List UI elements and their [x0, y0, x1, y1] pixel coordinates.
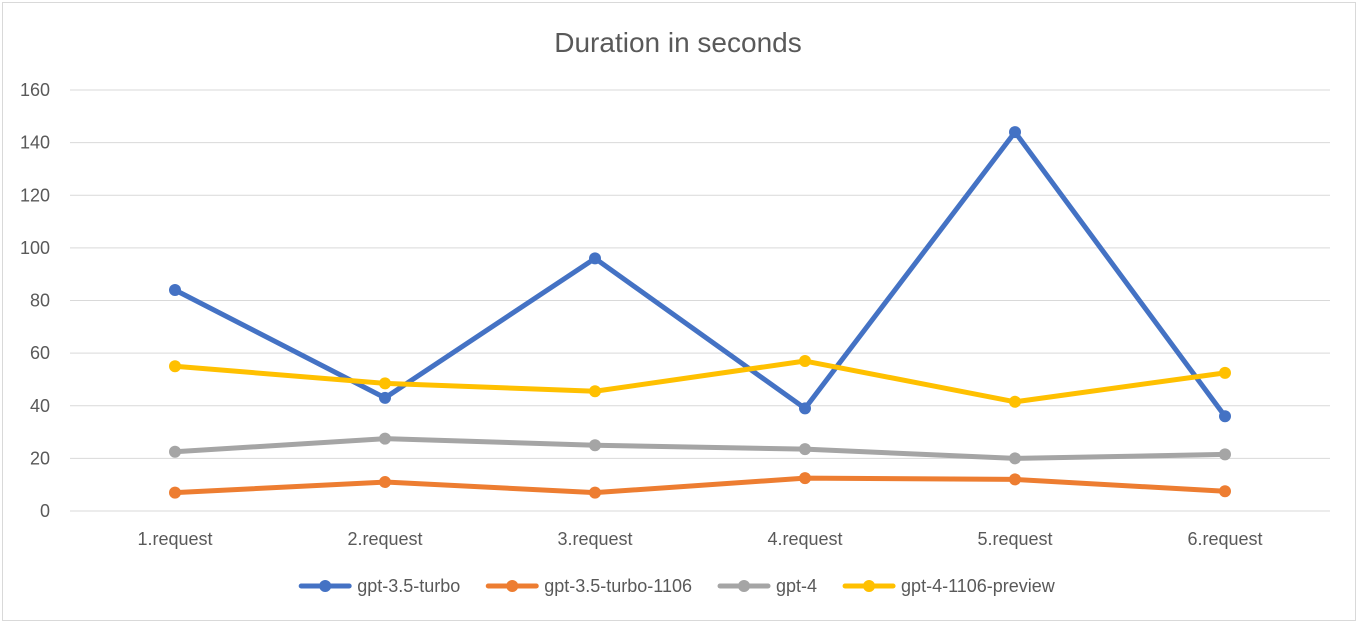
- data-point: [169, 283, 181, 296]
- series-1: [169, 472, 1231, 499]
- data-point: [799, 355, 811, 368]
- x-tick-label: 6.request: [1187, 529, 1262, 549]
- data-point: [589, 252, 601, 265]
- y-tick-label: 80: [30, 291, 50, 311]
- data-point: [379, 476, 391, 489]
- x-tick-label: 2.request: [347, 529, 422, 549]
- x-axis-tick-labels: 1.request 2.request 3.request 4.request 5.re…: [137, 529, 1262, 549]
- y-tick-label: 100: [20, 238, 50, 258]
- y-tick-label: 20: [30, 448, 50, 468]
- legend: gpt-3.5-turbo gpt-3.5-turbo-1106 gpt-4 gpt-…: [298, 576, 1056, 596]
- legend-swatch-marker: [506, 580, 519, 592]
- data-point: [1219, 485, 1231, 498]
- data-point: [1009, 452, 1021, 465]
- data-point: [1009, 473, 1021, 486]
- legend-swatch-marker: [863, 580, 876, 592]
- x-tick-label: 1.request: [137, 529, 212, 549]
- chart-title: Duration in seconds: [554, 27, 801, 58]
- legend-swatch-marker: [319, 580, 332, 592]
- legend-label: gpt-3.5-turbo-1106: [544, 576, 692, 596]
- legend-item-3: gpt-4-1106-preview: [842, 576, 1056, 596]
- y-tick-label: 40: [30, 396, 50, 416]
- y-tick-label: 120: [20, 185, 50, 205]
- data-point: [1219, 366, 1231, 379]
- y-tick-label: 0: [40, 501, 50, 521]
- data-point: [1009, 126, 1021, 139]
- grid-lines: [70, 89, 1330, 512]
- series-line: [172, 436, 1228, 461]
- data-point: [1219, 410, 1231, 423]
- series-line: [172, 475, 1228, 496]
- series-line: [172, 358, 1228, 405]
- data-point: [169, 486, 181, 499]
- data-point: [589, 385, 601, 398]
- data-point: [379, 391, 391, 404]
- legend-item-2: gpt-4: [717, 576, 817, 596]
- x-tick-label: 5.request: [977, 529, 1052, 549]
- legend-label: gpt-4: [776, 576, 817, 596]
- series-group: [169, 126, 1231, 499]
- x-tick-label: 4.request: [767, 529, 842, 549]
- y-tick-label: 60: [30, 343, 50, 363]
- data-point: [589, 486, 601, 499]
- data-point: [799, 443, 811, 456]
- legend-label: gpt-3.5-turbo: [357, 576, 460, 596]
- data-point: [379, 377, 391, 390]
- y-axis-tick-labels: 0 20 40 60 80 100 120 140 160: [20, 80, 50, 521]
- series-2: [169, 432, 1231, 465]
- y-tick-label: 160: [20, 80, 50, 100]
- legend-label: gpt-4-1106-preview: [901, 576, 1056, 596]
- data-point: [799, 472, 811, 485]
- series-3: [169, 355, 1231, 408]
- data-point: [799, 402, 811, 415]
- y-tick-label: 140: [20, 133, 50, 153]
- data-point: [169, 360, 181, 373]
- legend-swatch-marker: [738, 580, 751, 592]
- data-point: [169, 445, 181, 458]
- data-point: [589, 439, 601, 452]
- legend-item-0: gpt-3.5-turbo: [298, 576, 460, 596]
- data-point: [1009, 395, 1021, 408]
- x-tick-label: 3.request: [557, 529, 632, 549]
- data-point: [1219, 448, 1231, 461]
- data-point: [379, 432, 391, 445]
- legend-item-1: gpt-3.5-turbo-1106: [485, 576, 692, 596]
